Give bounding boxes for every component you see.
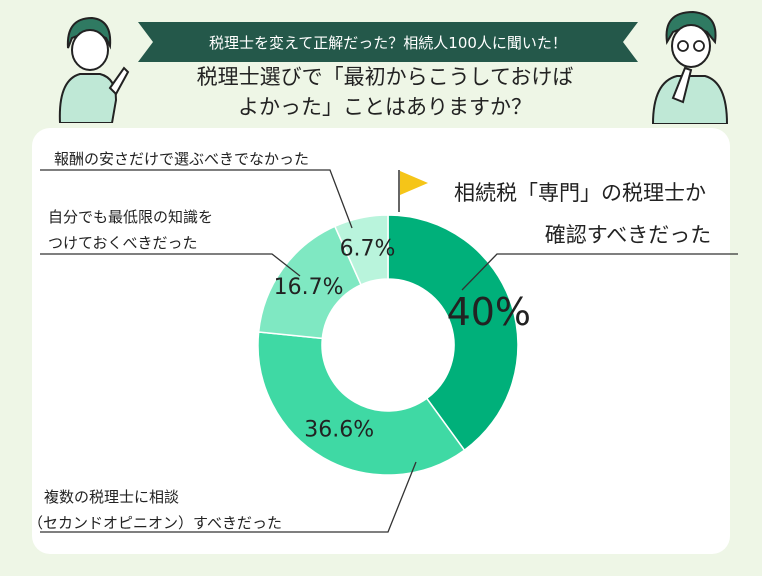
category-label-3-line-1: 自分でも最低限の知識を — [48, 208, 213, 226]
leader-line-2 — [40, 461, 417, 533]
category-label-1-line-1: 相続税「専門」の税理士か — [454, 181, 706, 205]
donut-slice-1 — [387, 214, 519, 452]
chart-question: 税理士選びで「最初からこうしておけば よかった」ことはありますか？ — [140, 62, 630, 122]
leader-line-1 — [461, 253, 738, 291]
person-right-illustration — [645, 6, 735, 125]
value-label-2: 36.6% — [304, 417, 374, 442]
question-line-1: 税理士選びで「最初からこうしておけば — [196, 65, 574, 89]
category-label-2-line-1: 複数の税理士に相談 — [44, 488, 179, 506]
value-label-1: 40% — [447, 290, 531, 334]
survey-banner: 税理士を変えて正解だった？相続人100人に聞いた！ — [138, 22, 638, 62]
leader-line-4 — [40, 169, 353, 229]
category-label-4-line-1: 報酬の安さだけで選ぶべきでなかった — [54, 150, 309, 168]
leader-line-3 — [40, 253, 301, 277]
value-label-4: 6.7% — [340, 237, 396, 262]
flag-icon — [400, 171, 428, 195]
banner-text: 税理士を変えて正解だった？相続人100人に聞いた！ — [209, 33, 567, 52]
category-label-3-line-2: つけておくべきだった — [48, 234, 198, 252]
chart-card — [32, 128, 730, 554]
category-label-2-line-2: （セカンドオピニオン）すべきだった — [28, 514, 282, 532]
donut-slice-2 — [257, 331, 466, 476]
person-left-illustration — [50, 8, 130, 124]
question-line-2: よかった」ことはありますか？ — [238, 95, 532, 119]
donut-slice-4 — [333, 214, 389, 286]
category-label-1-line-2: 確認すべきだった — [545, 223, 712, 247]
value-label-3: 16.7% — [274, 275, 344, 300]
